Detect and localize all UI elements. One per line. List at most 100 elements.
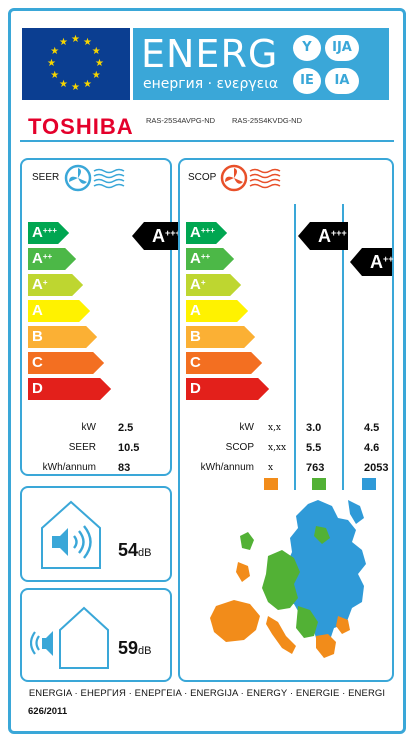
scop-warmer-rating-indicator: A++ (350, 248, 394, 276)
seer-class-letter: A (32, 302, 43, 319)
seer-row-value: 10.5 (118, 442, 140, 454)
scop-class-arrow: D (186, 378, 269, 400)
scop-class-arrow: A+ (186, 274, 241, 296)
seer-class-arrow: A+++ (28, 222, 69, 244)
scop-colder-placeholder: x (268, 463, 274, 473)
scop-average-rating-indicator: A+++ (298, 222, 348, 250)
indoor-noise-value: 54 (118, 540, 139, 560)
seer-row-value: 83 (118, 462, 131, 474)
indoor-noise-level: 54dB (118, 540, 152, 561)
seer-class-letter: A (32, 250, 43, 267)
seer-class-arrow-tip (72, 274, 83, 296)
seer-class-arrow-tip (100, 378, 111, 400)
seer-class-arrow-tip (58, 222, 69, 244)
eu-star-icon: ★ (50, 70, 60, 81)
regulation-number: 626/2011 (28, 706, 68, 717)
scop-average-rating-letter: A (318, 226, 331, 246)
scop-warmer-value: 4.5 (364, 422, 380, 434)
seer-rating-indicator: A+++ (132, 222, 181, 250)
scop-warmer-value: 4.6 (364, 442, 380, 454)
eu-star-icon: ★ (83, 37, 92, 49)
heating-fan-icon (220, 164, 281, 192)
scop-class-arrow-tip (237, 300, 248, 322)
header-divider (20, 140, 394, 142)
scop-class-arrow: A+++ (186, 222, 227, 244)
scop-class-arrow-tip (216, 222, 227, 244)
outdoor-unit-house-icon (30, 606, 109, 669)
seer-rating-plus: +++ (165, 228, 181, 238)
seer-class-arrow: C (28, 352, 104, 374)
indoor-model-number: RAS-25S4AVPG-ND (146, 116, 216, 125)
scop-class-letter: C (190, 354, 201, 371)
seer-row-label: kW (81, 422, 96, 433)
colder-zone-swatch (264, 478, 278, 490)
seer-class-letter: A (32, 276, 43, 293)
outdoor-noise-unit: dB (138, 645, 152, 657)
scop-row-label: kW (239, 422, 254, 433)
eu-star-icon: ★ (47, 58, 56, 69)
eu-star-icon: ★ (91, 46, 101, 57)
outdoor-noise-value: 59 (118, 638, 139, 658)
eu-star-icon: ★ (95, 58, 104, 69)
seer-class-plus: +++ (42, 226, 57, 235)
seer-class-arrow: A++ (28, 248, 76, 270)
seer-class-arrow: A (28, 300, 90, 322)
seer-row-label: kWh/annum (42, 462, 96, 473)
warmer-zone-swatch (362, 478, 376, 490)
seer-class-arrow-tip (93, 352, 104, 374)
brand-logo: TOSHIBA (28, 114, 134, 139)
outdoor-model-number: RAS-25S4KVDG-ND (232, 116, 303, 125)
seer-class-letter: D (32, 380, 43, 397)
eu-star-icon: ★ (83, 78, 92, 90)
europe-climate-zone-map (210, 500, 366, 658)
scop-colder-placeholder: x,x (268, 423, 282, 433)
scop-class-arrow: C (186, 352, 262, 374)
scop-average-value: 763 (306, 462, 325, 474)
seer-class-arrow-tip (86, 326, 97, 348)
seer-panel: SEER A+++ A++ A+ A B C D A+++ kW 2.5 SEER 10.5 kWh… (20, 158, 181, 476)
seer-row-label: SEER (68, 442, 96, 453)
eu-flag-logo: ★ ★ ★ ★ ★ ★ ★ ★ ★ ★ ★ ★ (22, 28, 130, 100)
eu-star-icon: ★ (59, 37, 68, 49)
scop-average-value: 5.5 (306, 442, 322, 454)
average-zone-swatch (312, 478, 326, 490)
scop-class-arrow-tip (251, 352, 262, 374)
scop-class-arrow-tip (244, 326, 255, 348)
scop-title: SCOP (188, 172, 217, 183)
warmer-zone-divider (342, 204, 344, 490)
scop-average-rating-plus: +++ (331, 228, 347, 238)
eu-star-icon: ★ (71, 34, 80, 45)
indoor-noise-panel: 54dB (20, 486, 172, 582)
seer-class-arrow-tip (79, 300, 90, 322)
seer-class-plus: + (42, 278, 48, 287)
language-suffix-y: Y (293, 35, 321, 61)
scop-class-arrow-tip (223, 248, 234, 270)
scop-class-letter: B (190, 328, 201, 345)
eu-star-icon: ★ (50, 46, 60, 57)
energ-title: ENERG (141, 32, 279, 76)
seer-row-value: 2.5 (118, 422, 134, 434)
energ-subtitle: енергия · ενεργεια (143, 76, 279, 92)
seer-title: SEER (32, 172, 60, 183)
scop-class-letter: A (190, 250, 201, 267)
outdoor-noise-level: 59dB (118, 638, 152, 659)
scop-class-letter: A (190, 276, 201, 293)
scop-class-letter: A (190, 302, 201, 319)
seer-class-arrow: B (28, 326, 97, 348)
seer-class-arrow-tip (65, 248, 76, 270)
language-suffix-ie: IE (293, 68, 321, 94)
seer-rating-letter: A (152, 226, 165, 246)
scop-class-plus: + (200, 278, 206, 287)
seer-class-arrow: D (28, 378, 111, 400)
scop-class-arrow-tip (258, 378, 269, 400)
scop-class-arrow: B (186, 326, 255, 348)
average-zone-divider (294, 204, 296, 490)
seer-class-plus: ++ (42, 252, 53, 261)
scop-average-value: 3.0 (306, 422, 322, 434)
scop-class-letter: A (190, 224, 201, 241)
eu-star-icon: ★ (59, 78, 68, 90)
seer-class-letter: A (32, 224, 43, 241)
scop-colder-placeholder: x,xx (268, 443, 287, 453)
eu-star-icon: ★ (71, 82, 80, 93)
footer-energy-languages: ENERGIA · ЕНЕРГИЯ · ΕΝΕΡΓΕΙΑ · ENERGIJA … (28, 688, 386, 699)
